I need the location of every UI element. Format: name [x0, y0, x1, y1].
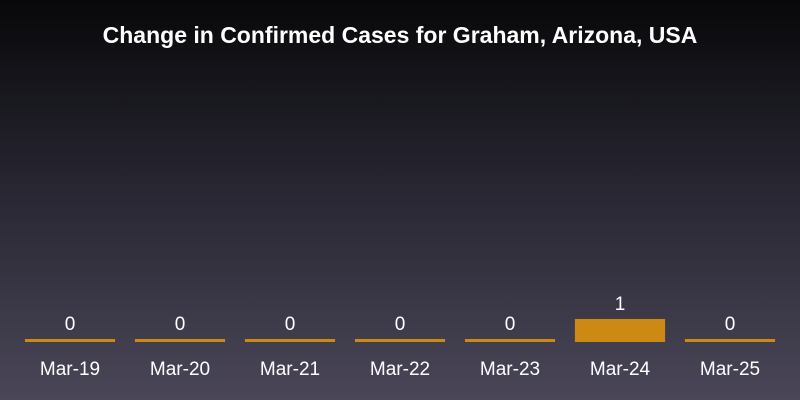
x-tick-label: Mar-24 [590, 359, 651, 380]
data-label-mar-25: 0 [725, 314, 736, 335]
x-tick-label: Mar-22 [370, 359, 430, 380]
bar-mar-21 [244, 339, 336, 342]
x-tick-labels-group: Mar-19 Mar-20 Mar-21 Mar-22 Mar-23 Mar-24 Mar-… [40, 359, 760, 380]
bar-mar-23 [464, 339, 556, 342]
data-label-mar-20: 0 [175, 314, 186, 335]
x-tick-label: Mar-19 [40, 359, 100, 380]
bar-mar-20 [134, 339, 226, 342]
data-label-mar-23: 0 [505, 314, 516, 335]
bar-mar-25 [684, 339, 776, 342]
x-tick-label: Mar-23 [480, 359, 540, 380]
x-tick-label: Mar-21 [260, 359, 320, 380]
data-label-mar-19: 0 [65, 314, 76, 335]
chart-title: Change in Confirmed Cases for Graham, Ar… [103, 22, 698, 48]
bar-mar-24 [574, 319, 666, 342]
data-label-mar-22: 0 [395, 314, 406, 335]
data-label-mar-24: 1 [615, 294, 626, 315]
data-label-mar-21: 0 [285, 314, 296, 335]
data-labels-group: 0 0 0 0 0 1 0 [65, 294, 736, 335]
x-tick-label: Mar-20 [150, 359, 210, 380]
x-tick-label: Mar-25 [700, 359, 760, 380]
bars-group [24, 319, 776, 342]
bar-mar-22 [354, 339, 446, 342]
bar-mar-19 [24, 339, 116, 342]
